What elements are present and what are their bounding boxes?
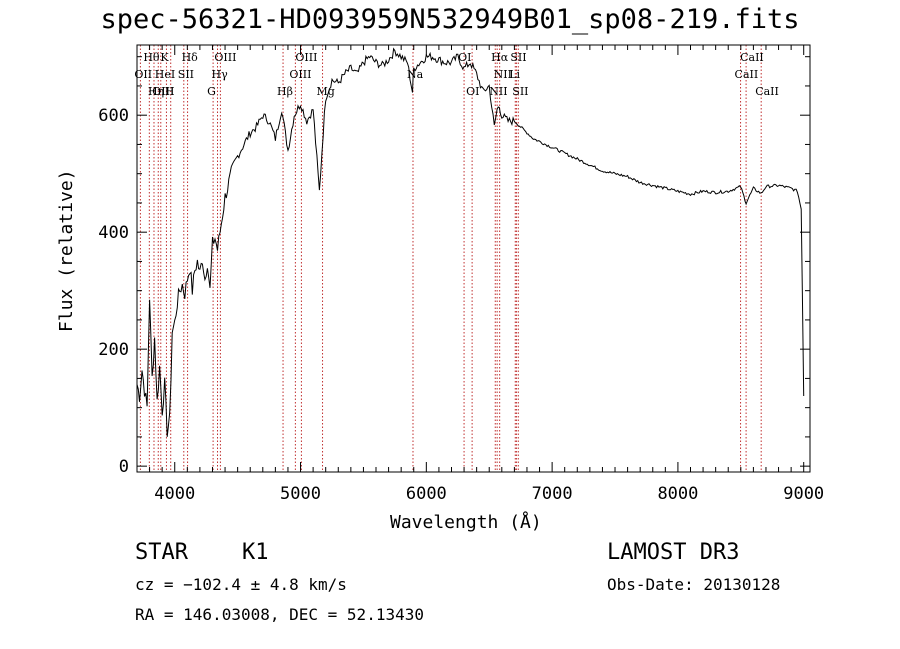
- line-label-8: Hδ: [182, 51, 199, 64]
- x-tick-label-4: 8000: [657, 484, 698, 504]
- object-subclass: K1: [242, 540, 269, 565]
- x-axis-label: Wavelength (Å): [390, 512, 542, 533]
- line-label-17: OI: [458, 51, 471, 64]
- line-label-2: OIII: [152, 85, 174, 98]
- spectral-line-markers: [139, 45, 762, 472]
- line-label-26: CaII: [740, 51, 764, 64]
- line-label-5: K: [160, 51, 169, 64]
- line-label-11: G: [207, 85, 216, 98]
- line-label-13: OIII: [295, 51, 317, 64]
- line-label-25: CaII: [735, 68, 759, 81]
- line-label-20: NII: [489, 85, 507, 98]
- line-label-0: Hθ: [143, 51, 160, 64]
- line-label-19: Hα: [491, 51, 509, 64]
- y-axis-label: Flux (relative): [56, 169, 77, 332]
- line-label-7: SII: [178, 68, 194, 81]
- line-label-9: OIII: [214, 51, 236, 64]
- line-label-4: Hη: [148, 85, 164, 98]
- observation-date: Obs-Date: 20130128: [607, 575, 781, 594]
- line-label-3: HeI: [155, 68, 175, 81]
- line-label-12: Hβ: [277, 85, 293, 98]
- survey-name: LAMOST DR3: [607, 540, 740, 565]
- line-label-24: Li: [509, 68, 520, 81]
- x-tick-label-5: 9000: [783, 484, 824, 504]
- line-label-21: NII: [494, 68, 512, 81]
- line-label-27: CaII: [755, 85, 779, 98]
- object-class: STAR: [135, 540, 188, 565]
- x-tick-label-1: 5000: [280, 484, 321, 504]
- line-label-22: SII: [510, 51, 526, 64]
- line-label-16: Na: [407, 68, 424, 81]
- plot-frame: [136, 44, 811, 473]
- x-tick-label-3: 7000: [532, 484, 573, 504]
- x-tick-label-0: 4000: [154, 484, 195, 504]
- x-tick-label-2: 6000: [406, 484, 447, 504]
- y-axis-ticks: 0 200 400 600: [98, 56, 810, 477]
- line-label-6: H: [165, 85, 175, 98]
- line-label-23: SII: [512, 85, 528, 98]
- spectrum-line: [136, 47, 805, 437]
- y-tick-label-1: 200: [98, 340, 129, 360]
- y-tick-label-2: 400: [98, 223, 129, 243]
- y-tick-label-0: 0: [119, 457, 129, 477]
- line-label-18: OI: [466, 85, 479, 98]
- redshift-cz: cz = −102.4 ± 4.8 km/s: [135, 575, 347, 594]
- y-tick-label-3: 600: [98, 106, 129, 126]
- line-label-14: OIII: [289, 68, 311, 81]
- x-axis-ticks: 4000 5000 6000 7000 8000 9000: [136, 45, 824, 504]
- line-label-10: Hγ: [212, 68, 229, 81]
- line-label-1: OII: [134, 68, 152, 81]
- chart-title: spec-56321-HD093959N532949B01_sp08-219.f…: [100, 4, 800, 35]
- coordinates: RA = 146.03008, DEC = 52.13430: [135, 605, 424, 624]
- line-label-15: Mg: [317, 85, 335, 98]
